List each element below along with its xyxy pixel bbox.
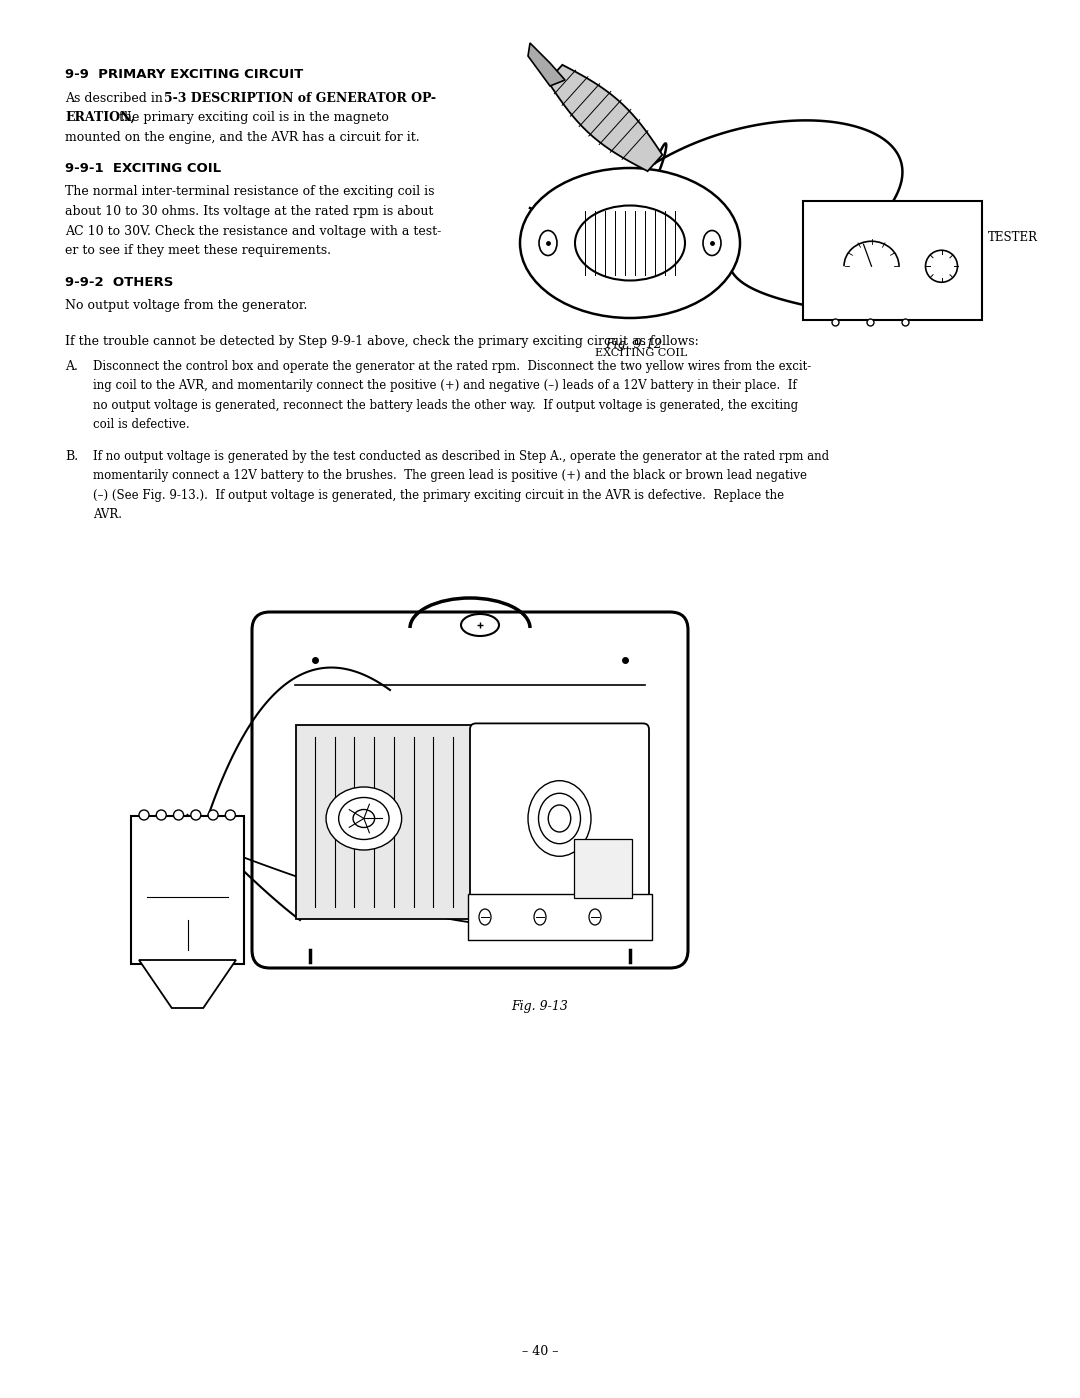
Ellipse shape bbox=[589, 909, 600, 925]
Text: 5-3 DESCRIPTION of GENERATOR OP-: 5-3 DESCRIPTION of GENERATOR OP- bbox=[164, 91, 436, 105]
Text: 9-9  PRIMARY EXCITING CIRCUIT: 9-9 PRIMARY EXCITING CIRCUIT bbox=[65, 69, 303, 81]
Ellipse shape bbox=[461, 614, 499, 636]
Text: EXCITING COIL: EXCITING COIL bbox=[595, 348, 687, 358]
Text: If the trouble cannot be detected by Step 9-9-1 above, check the primary excitin: If the trouble cannot be detected by Ste… bbox=[65, 336, 699, 348]
Ellipse shape bbox=[339, 797, 389, 839]
Ellipse shape bbox=[549, 805, 570, 832]
Ellipse shape bbox=[208, 809, 218, 821]
Text: AC 10 to 30V. Check the resistance and voltage with a test-: AC 10 to 30V. Check the resistance and v… bbox=[65, 225, 442, 238]
Ellipse shape bbox=[539, 793, 581, 843]
Ellipse shape bbox=[539, 231, 557, 256]
Text: B.: B. bbox=[65, 450, 78, 463]
Ellipse shape bbox=[575, 206, 685, 281]
Text: no output voltage is generated, reconnect the battery leads the other way.  If o: no output voltage is generated, reconnec… bbox=[93, 398, 798, 412]
FancyBboxPatch shape bbox=[470, 723, 649, 921]
Text: ERATION,: ERATION, bbox=[65, 110, 135, 124]
Text: (–) (See Fig. 9-13.).  If output voltage is generated, the primary exciting circ: (–) (See Fig. 9-13.). If output voltage … bbox=[93, 489, 784, 502]
FancyBboxPatch shape bbox=[131, 816, 244, 965]
Text: er to see if they meet these requirements.: er to see if they meet these requirement… bbox=[65, 245, 330, 257]
FancyBboxPatch shape bbox=[575, 839, 632, 899]
Text: Fig. 9-12: Fig. 9-12 bbox=[605, 338, 662, 351]
Ellipse shape bbox=[226, 809, 235, 821]
Polygon shape bbox=[528, 43, 565, 87]
Text: AVR.: AVR. bbox=[93, 509, 122, 521]
Ellipse shape bbox=[139, 809, 149, 821]
Text: about 10 to 30 ohms. Its voltage at the rated rpm is about: about 10 to 30 ohms. Its voltage at the … bbox=[65, 206, 433, 218]
FancyBboxPatch shape bbox=[804, 201, 982, 320]
Text: The normal inter-terminal resistance of the exciting coil is: The normal inter-terminal resistance of … bbox=[65, 186, 434, 199]
Text: As described in: As described in bbox=[65, 91, 167, 105]
Text: Fig. 9-13: Fig. 9-13 bbox=[512, 1000, 568, 1014]
Text: the primary exciting coil is in the magneto: the primary exciting coil is in the magn… bbox=[114, 110, 389, 124]
Text: No output voltage from the generator.: No output voltage from the generator. bbox=[65, 299, 308, 312]
Ellipse shape bbox=[480, 909, 491, 925]
Text: – 40 –: – 40 – bbox=[522, 1345, 558, 1357]
Text: mounted on the engine, and the AVR has a circuit for it.: mounted on the engine, and the AVR has a… bbox=[65, 130, 420, 144]
Polygon shape bbox=[548, 64, 662, 171]
FancyBboxPatch shape bbox=[296, 726, 472, 918]
Text: TESTER: TESTER bbox=[988, 231, 1038, 245]
Ellipse shape bbox=[926, 250, 958, 282]
Ellipse shape bbox=[191, 809, 201, 821]
Text: ing coil to the AVR, and momentarily connect the positive (+) and negative (–) l: ing coil to the AVR, and momentarily con… bbox=[93, 379, 797, 393]
Ellipse shape bbox=[326, 787, 402, 850]
Text: coil is defective.: coil is defective. bbox=[93, 418, 190, 432]
Text: momentarily connect a 12V battery to the brushes.  The green lead is positive (+: momentarily connect a 12V battery to the… bbox=[93, 470, 807, 482]
Text: A.: A. bbox=[65, 361, 78, 373]
FancyBboxPatch shape bbox=[252, 612, 688, 967]
Ellipse shape bbox=[353, 809, 375, 828]
Ellipse shape bbox=[174, 809, 184, 821]
FancyBboxPatch shape bbox=[468, 893, 652, 939]
Ellipse shape bbox=[703, 231, 721, 256]
Text: If no output voltage is generated by the test conducted as described in Step A.,: If no output voltage is generated by the… bbox=[93, 450, 829, 463]
Polygon shape bbox=[139, 960, 237, 1008]
Text: Disconnect the control box and operate the generator at the rated rpm.  Disconne: Disconnect the control box and operate t… bbox=[93, 361, 811, 373]
Ellipse shape bbox=[534, 909, 546, 925]
Ellipse shape bbox=[157, 809, 166, 821]
Ellipse shape bbox=[528, 780, 591, 857]
Text: 9-9-1  EXCITING COIL: 9-9-1 EXCITING COIL bbox=[65, 162, 221, 175]
Text: 9-9-2  OTHERS: 9-9-2 OTHERS bbox=[65, 275, 174, 288]
Ellipse shape bbox=[519, 168, 740, 317]
